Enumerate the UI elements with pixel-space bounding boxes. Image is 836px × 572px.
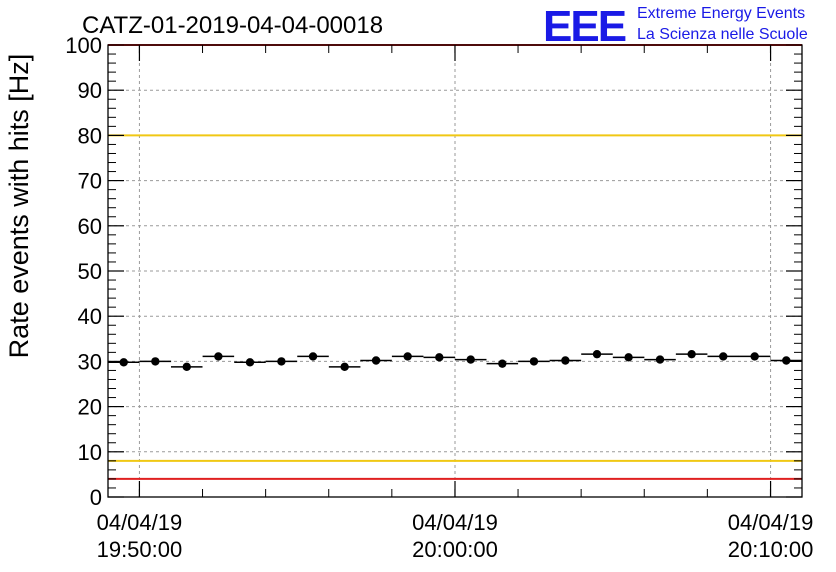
y-tick-label: 20 [78, 395, 102, 420]
data-point [498, 359, 507, 368]
x-tick-time: 19:50:00 [97, 537, 183, 562]
plot-frame [107, 44, 803, 498]
data-point [119, 358, 128, 367]
y-tick-label: 70 [78, 169, 102, 194]
data-point [182, 362, 191, 372]
data-point [529, 357, 539, 366]
x-tick-date: 04/04/19 [728, 510, 814, 535]
data-point [719, 352, 728, 361]
x-tick-date: 04/04/19 [412, 510, 498, 535]
y-tick-label: 50 [78, 259, 102, 284]
logo-line-1: Extreme Energy Events [637, 5, 805, 22]
data-point [340, 362, 349, 372]
data-points [108, 349, 803, 372]
data-point [151, 357, 160, 366]
axes: 010203040506070809010004/04/1919:50:0004… [65, 33, 813, 562]
grid-lines [108, 45, 802, 497]
data-point [592, 349, 602, 359]
data-point [655, 355, 665, 364]
y-tick-label: 40 [78, 304, 102, 329]
data-point [561, 356, 570, 365]
data-point [466, 355, 475, 364]
data-point [214, 352, 223, 361]
y-tick-label: 80 [78, 123, 102, 148]
y-tick-label: 90 [78, 78, 102, 103]
chart-title: CATZ-01-2019-04-04-00018 [82, 12, 383, 39]
data-point [308, 352, 318, 361]
x-tick-time: 20:00:00 [412, 537, 498, 562]
y-tick-label: 0 [90, 485, 102, 510]
eee-logo: EEE Extreme Energy Events La Scienza nel… [543, 2, 808, 51]
y-tick-label: 10 [78, 440, 102, 465]
x-tick-time: 20:10:00 [728, 537, 814, 562]
y-tick-label: 30 [78, 349, 102, 374]
logo-line-2: La Scienza nelle Scuole [637, 26, 808, 43]
data-point [371, 356, 381, 365]
data-point [435, 353, 444, 362]
data-point [624, 353, 633, 362]
data-point [403, 352, 412, 361]
data-point [277, 357, 286, 366]
y-axis-label: Rate events with hits [Hz] [4, 54, 34, 359]
data-point [750, 352, 759, 361]
data-point [245, 358, 255, 367]
y-tick-label: 100 [65, 33, 102, 58]
x-tick-date: 04/04/19 [97, 510, 183, 535]
data-point [687, 349, 696, 359]
logo-mark: EEE [543, 2, 626, 51]
data-point [782, 356, 791, 365]
y-tick-label: 60 [78, 214, 102, 239]
